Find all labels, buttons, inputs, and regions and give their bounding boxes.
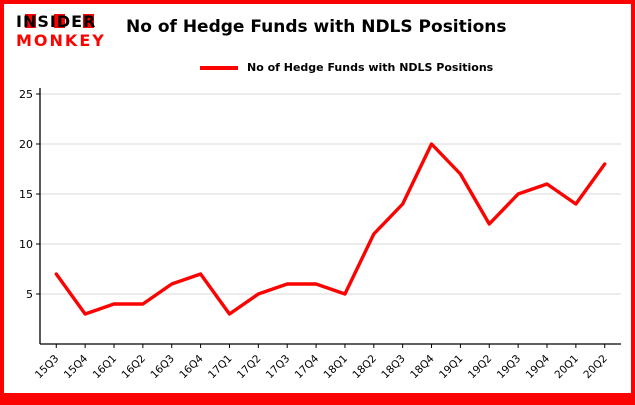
x-tick-label: 19Q3 bbox=[495, 353, 524, 382]
insider-monkey-logo: INSIDER MONKEY bbox=[16, 12, 124, 50]
x-tick-label: 16Q2 bbox=[119, 353, 148, 382]
x-tick-label: 18Q3 bbox=[379, 353, 408, 382]
x-tick-label: 20Q2 bbox=[581, 353, 610, 382]
data-line bbox=[54, 142, 607, 316]
legend-label: No of Hedge Funds with NDLS Positions bbox=[247, 61, 494, 74]
x-tick-label: 19Q2 bbox=[466, 353, 495, 382]
y-tick-label: 20 bbox=[19, 138, 33, 151]
logo-red-block bbox=[54, 14, 65, 28]
x-tick-label: 17Q1 bbox=[206, 353, 235, 382]
x-tick-label: 18Q4 bbox=[408, 352, 437, 381]
y-tick-label: 25 bbox=[19, 88, 33, 101]
x-tick-label: 17Q2 bbox=[235, 353, 264, 382]
chart-area: 5 10 15 20 25 15Q3 15Q4 16Q1 16Q2 16Q3 16Q4 17Q1 17Q… bbox=[8, 82, 629, 392]
legend-line-swatch bbox=[200, 65, 238, 70]
chart-legend: No of Hedge Funds with NDLS Positions bbox=[200, 61, 493, 74]
x-tick-label: 16Q4 bbox=[177, 352, 206, 381]
x-tick-label: 17Q4 bbox=[293, 352, 322, 381]
x-tick-label: 17Q3 bbox=[264, 353, 293, 382]
y-tick-label: 15 bbox=[19, 188, 33, 201]
x-tick-label: 16Q3 bbox=[148, 353, 177, 382]
x-tick-label: 19Q1 bbox=[437, 353, 466, 382]
y-tick-label: 10 bbox=[19, 238, 33, 251]
x-tick-label: 18Q1 bbox=[322, 353, 351, 382]
x-tick-label: 15Q3 bbox=[33, 353, 62, 382]
logo-monkey-text: MONKEY bbox=[16, 31, 106, 50]
logo-insider: INSIDER bbox=[16, 12, 124, 31]
x-tick-label: 16Q1 bbox=[91, 353, 120, 382]
logo-red-block bbox=[83, 14, 94, 28]
logo-red-block bbox=[25, 14, 36, 28]
page-title: No of Hedge Funds with NDLS Positions bbox=[126, 17, 507, 37]
x-tick-label: 19Q4 bbox=[524, 352, 553, 381]
x-tick-label: 15Q4 bbox=[62, 352, 91, 381]
x-tick-label: 18Q2 bbox=[350, 353, 379, 382]
logo-insider-text: INSIDER bbox=[16, 12, 97, 31]
y-tick-label: 5 bbox=[26, 288, 33, 301]
x-tick-label: 20Q1 bbox=[552, 353, 581, 382]
